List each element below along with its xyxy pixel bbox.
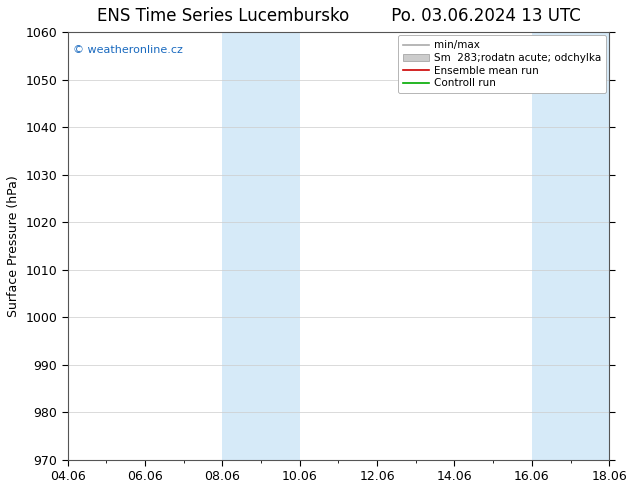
- Title: ENS Time Series Lucembursko        Po. 03.06.2024 13 UTC: ENS Time Series Lucembursko Po. 03.06.20…: [96, 7, 580, 25]
- Bar: [532, 32, 609, 460]
- Bar: [223, 32, 300, 460]
- Text: © weatheronline.cz: © weatheronline.cz: [73, 45, 183, 55]
- Y-axis label: Surface Pressure (hPa): Surface Pressure (hPa): [7, 175, 20, 317]
- Legend: min/max, Sm  283;rodatn acute; odchylka, Ensemble mean run, Controll run: min/max, Sm 283;rodatn acute; odchylka, …: [398, 35, 606, 94]
